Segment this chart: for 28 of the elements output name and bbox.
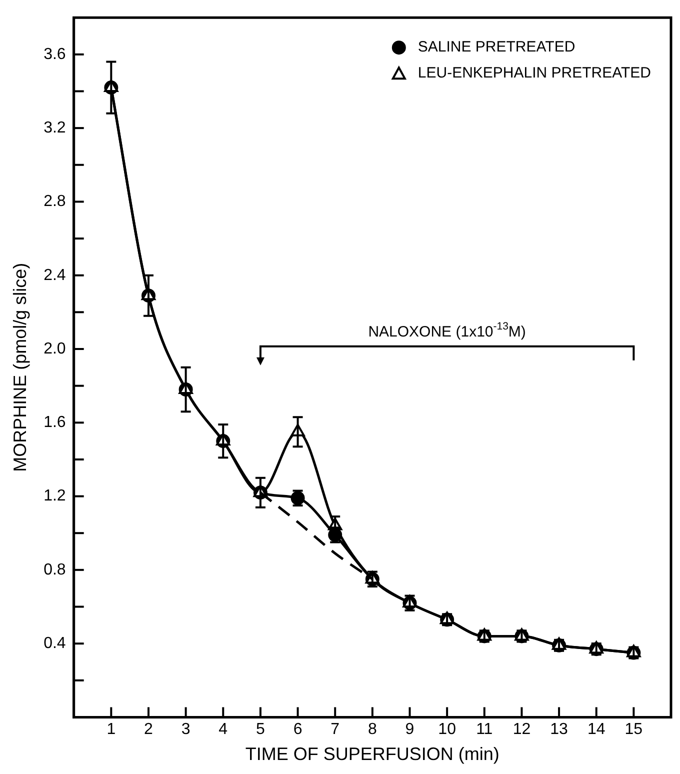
x-axis-title: TIME OF SUPERFUSION (min) — [245, 744, 500, 764]
legend-label: LEU-ENKEPHALIN PRETREATED — [418, 64, 652, 82]
y-tick-label: 0.8 — [44, 561, 66, 578]
y-axis-title: MORPHINE (pmol/g slice) — [10, 262, 30, 472]
x-tick-label: 7 — [330, 721, 340, 738]
x-tick-label: 3 — [181, 721, 190, 738]
x-tick-label: 13 — [550, 721, 568, 738]
x-tick-label: 2 — [144, 721, 154, 738]
y-tick-label: 1.2 — [44, 488, 66, 505]
y-tick-label: 1.6 — [44, 414, 66, 432]
x-tick-label: 9 — [405, 721, 414, 738]
x-tick-label: 8 — [368, 721, 377, 738]
y-tick-label: 2.0 — [44, 340, 66, 358]
x-tick-label: 15 — [624, 721, 643, 738]
legend-label: SALINE PRETREATED — [418, 38, 576, 56]
x-tick-label: 6 — [293, 721, 302, 738]
y-tick-label: 2.4 — [44, 266, 66, 284]
x-tick-label: 4 — [218, 721, 228, 738]
x-tick-label: 10 — [438, 721, 456, 738]
x-tick-label: 1 — [106, 721, 116, 738]
x-tick-label: 12 — [512, 721, 531, 738]
y-tick-label: 3.2 — [44, 119, 66, 136]
x-tick-label: 5 — [256, 721, 265, 738]
y-tick-label: 2.8 — [44, 193, 66, 210]
x-tick-label: 11 — [476, 721, 493, 738]
y-tick-label: 0.4 — [44, 634, 66, 652]
x-tick-label: 14 — [587, 721, 606, 738]
y-tick-label: 3.6 — [44, 46, 66, 63]
